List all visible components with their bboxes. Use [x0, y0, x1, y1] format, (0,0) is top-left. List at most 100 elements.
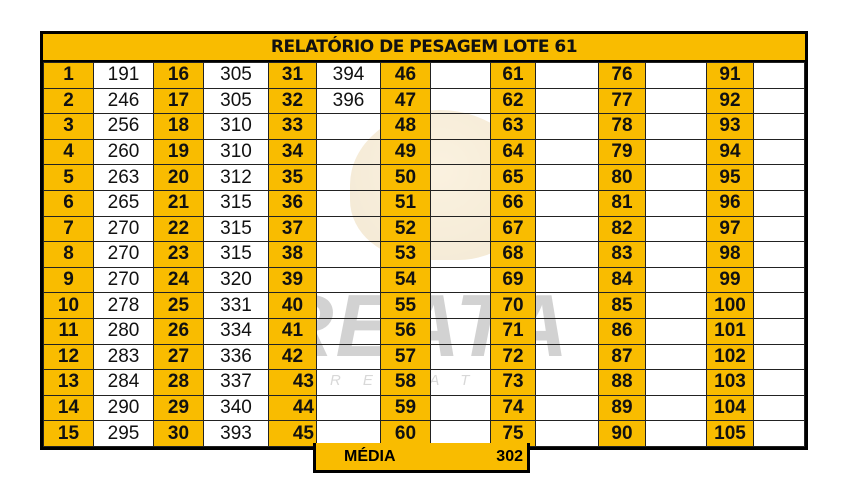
weight-cell[interactable] — [535, 343, 599, 371]
weight-cell[interactable] — [645, 266, 707, 294]
weight-cell[interactable] — [645, 420, 707, 447]
weight-cell[interactable] — [753, 292, 805, 319]
weight-cell[interactable] — [535, 369, 599, 396]
weight-cell[interactable] — [753, 138, 805, 166]
weight-cell[interactable] — [430, 369, 491, 396]
weight-cell[interactable] — [753, 241, 805, 268]
weight-cell[interactable] — [316, 343, 381, 371]
weight-cell[interactable] — [645, 394, 707, 422]
weight-cell[interactable] — [753, 369, 805, 396]
weight-cell[interactable] — [316, 241, 381, 268]
weight-cell[interactable]: 320 — [203, 266, 269, 294]
weight-cell[interactable]: 265 — [93, 189, 154, 217]
weight-cell[interactable]: 270 — [93, 241, 154, 268]
weight-cell[interactable] — [535, 317, 599, 345]
weight-cell[interactable]: 283 — [93, 343, 154, 371]
weight-cell[interactable] — [645, 138, 707, 166]
weight-cell[interactable] — [316, 138, 381, 166]
weight-cell[interactable] — [430, 138, 491, 166]
weight-cell[interactable]: 246 — [93, 87, 154, 115]
weight-cell[interactable] — [645, 113, 707, 140]
weight-cell[interactable] — [316, 317, 381, 345]
weight-cell[interactable] — [430, 292, 491, 319]
weight-cell[interactable] — [430, 87, 491, 115]
weight-cell[interactable] — [316, 189, 381, 217]
weight-cell[interactable] — [753, 164, 805, 191]
weight-cell[interactable] — [430, 189, 491, 217]
weight-cell[interactable] — [535, 87, 599, 115]
weight-cell[interactable]: 270 — [93, 266, 154, 294]
weight-cell[interactable] — [753, 317, 805, 345]
weight-cell[interactable] — [535, 138, 599, 166]
weight-cell[interactable] — [645, 241, 707, 268]
weight-cell[interactable] — [430, 343, 491, 371]
weight-cell[interactable] — [645, 292, 707, 319]
weight-cell[interactable] — [645, 215, 707, 243]
weight-cell[interactable]: 284 — [93, 369, 154, 396]
weight-cell[interactable] — [535, 394, 599, 422]
weight-cell[interactable]: 270 — [93, 215, 154, 243]
weight-cell[interactable] — [316, 292, 381, 319]
weight-cell[interactable] — [753, 394, 805, 422]
weight-cell[interactable] — [535, 266, 599, 294]
weight-cell[interactable]: 312 — [203, 164, 269, 191]
weight-cell[interactable]: 315 — [203, 241, 269, 268]
weight-cell[interactable] — [316, 266, 381, 294]
weight-cell[interactable] — [430, 113, 491, 140]
weight-cell[interactable] — [753, 113, 805, 140]
weight-cell[interactable] — [430, 394, 491, 422]
weight-cell[interactable] — [535, 189, 599, 217]
weight-cell[interactable] — [535, 215, 599, 243]
weight-cell[interactable]: 295 — [93, 420, 154, 447]
weight-cell[interactable]: 256 — [93, 113, 154, 140]
weight-cell[interactable]: 331 — [203, 292, 269, 319]
weight-cell[interactable]: 263 — [93, 164, 154, 191]
weight-cell[interactable]: 310 — [203, 138, 269, 166]
weight-cell[interactable] — [430, 266, 491, 294]
weight-cell[interactable] — [753, 266, 805, 294]
weight-cell[interactable] — [316, 394, 381, 422]
weight-cell[interactable] — [753, 215, 805, 243]
weight-cell[interactable] — [535, 292, 599, 319]
weight-cell[interactable]: 315 — [203, 215, 269, 243]
weight-cell[interactable] — [535, 164, 599, 191]
weight-cell[interactable] — [753, 87, 805, 115]
weight-cell[interactable] — [316, 369, 381, 396]
weight-cell[interactable] — [535, 241, 599, 268]
weight-cell[interactable] — [645, 62, 707, 89]
weight-cell[interactable]: 260 — [93, 138, 154, 166]
weight-cell[interactable] — [645, 343, 707, 371]
weight-cell[interactable]: 310 — [203, 113, 269, 140]
weight-cell[interactable]: 337 — [203, 369, 269, 396]
weight-cell[interactable] — [753, 62, 805, 89]
weight-cell[interactable] — [645, 317, 707, 345]
weight-cell[interactable]: 305 — [203, 87, 269, 115]
weight-cell[interactable] — [753, 343, 805, 371]
weight-cell[interactable]: 290 — [93, 394, 154, 422]
weight-cell[interactable] — [430, 317, 491, 345]
weight-cell[interactable] — [430, 164, 491, 191]
weight-cell[interactable]: 280 — [93, 317, 154, 345]
weight-cell[interactable] — [430, 241, 491, 268]
weight-cell[interactable] — [753, 420, 805, 447]
weight-cell[interactable]: 340 — [203, 394, 269, 422]
weight-cell[interactable] — [430, 215, 491, 243]
weight-cell[interactable]: 393 — [203, 420, 269, 447]
weight-cell[interactable]: 394 — [316, 62, 381, 89]
weight-cell[interactable]: 396 — [316, 87, 381, 115]
weight-cell[interactable] — [316, 215, 381, 243]
weight-cell[interactable]: 191 — [93, 62, 154, 89]
weight-cell[interactable] — [753, 189, 805, 217]
weight-cell[interactable] — [535, 113, 599, 140]
weight-cell[interactable]: 336 — [203, 343, 269, 371]
weight-cell[interactable] — [645, 369, 707, 396]
weight-cell[interactable] — [535, 62, 599, 89]
weight-cell[interactable] — [430, 62, 491, 89]
weight-cell[interactable]: 334 — [203, 317, 269, 345]
weight-cell[interactable] — [645, 87, 707, 115]
weight-cell[interactable] — [645, 189, 707, 217]
weight-cell[interactable] — [645, 164, 707, 191]
weight-cell[interactable] — [316, 113, 381, 140]
weight-cell[interactable]: 305 — [203, 62, 269, 89]
weight-cell[interactable]: 278 — [93, 292, 154, 319]
